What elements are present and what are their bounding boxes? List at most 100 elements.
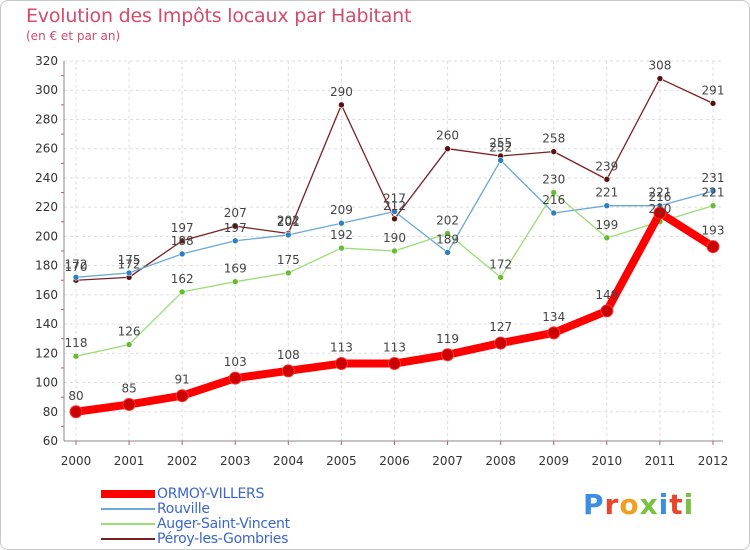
data-point [706,240,720,254]
data-label: 209 [330,203,353,217]
data-label: 230 [542,173,565,187]
data-label: 231 [702,171,725,185]
data-point [550,189,558,196]
data-label: 308 [648,59,671,73]
x-tick-label: 2010 [592,454,623,468]
data-label: 255 [489,136,512,150]
data-point [603,234,611,242]
series-2 [72,189,717,360]
data-point [441,348,455,362]
legend-item: Péroy-les-Gombries [101,530,290,547]
data-label: 197 [224,221,247,235]
data-point [388,357,401,371]
data-point [285,231,292,239]
legend-item: ORMOY-VILLERS [101,486,290,502]
data-point [338,219,345,227]
y-tick-label: 240 [35,171,58,185]
data-point [231,222,239,230]
data-label: 201 [277,215,300,229]
data-label: 126 [118,325,141,339]
legend-label: Péroy-les-Gombries [157,530,289,547]
data-point [178,237,186,245]
series-0 [69,206,720,419]
data-label: 113 [330,341,353,355]
data-label: 172 [489,257,512,271]
data-label: 127 [489,320,512,334]
x-tick-label: 2008 [485,454,516,468]
x-tick-label: 2006 [379,454,410,468]
data-point [69,405,83,419]
y-tick-label: 60 [43,434,58,448]
data-point [709,187,717,195]
data-point [494,336,508,350]
data-label: 216 [648,190,671,204]
data-label: 192 [330,228,353,242]
data-label: 188 [171,234,194,248]
data-point [391,247,398,255]
data-label: 199 [595,218,618,232]
data-label: 113 [383,341,406,355]
data-label: 162 [171,272,194,286]
y-tick-label: 120 [35,346,58,360]
y-tick-label: 180 [35,259,58,273]
y-tick-label: 280 [35,112,58,126]
x-tick-label: 2009 [538,454,569,468]
chart-subtitle: (en € et par an) [26,29,121,43]
data-label: 190 [383,231,406,245]
data-point [122,397,136,411]
data-label: 175 [277,253,300,267]
data-label: 210 [648,202,671,216]
data-label: 189 [436,232,459,246]
data-point [231,278,239,285]
data-label: 103 [224,355,247,369]
legend-swatch [101,537,155,540]
data-label: 212 [383,199,406,213]
data-point [709,100,717,107]
data-label: 175 [118,253,141,267]
y-tick-label: 260 [35,142,58,156]
data-point [125,341,133,348]
y-tick-label: 200 [35,229,58,243]
data-label: 119 [436,332,459,346]
data-point [656,75,664,82]
y-tick-label: 300 [35,83,58,97]
y-tick-label: 220 [35,200,58,214]
data-point [231,237,239,245]
data-point [444,230,451,237]
data-point [497,274,504,281]
proxiti-logo: Proxiti [583,488,695,521]
legend-swatch [101,507,155,510]
y-tick-label: 160 [35,288,58,302]
x-tick-label: 2012 [698,454,729,468]
data-label: 221 [595,186,618,200]
data-label: 202 [436,213,459,227]
data-label: 197 [171,221,194,235]
y-tick-label: 80 [43,405,58,419]
data-label: 239 [595,159,618,173]
data-label: 172 [118,257,141,271]
data-label: 170 [65,260,88,274]
data-label: 193 [702,224,725,238]
legend: ORMOY-VILLERS Rouville Auger-Saint-Vincent… [101,486,290,547]
y-tick-label: 140 [35,317,58,331]
data-point [603,202,611,209]
series-1 [72,157,717,281]
legend-item: Auger-Saint-Vincent [101,515,290,532]
data-point [709,202,717,209]
x-tick-label: 2004 [273,454,304,468]
data-point [497,157,504,164]
data-point [391,215,398,223]
data-label: 216 [542,193,565,207]
data-point [653,206,667,220]
legend-label: Auger-Saint-Vincent [157,515,290,532]
legend-item: Rouville [101,500,290,517]
legend-swatch [101,489,155,498]
data-label: 202 [277,213,300,227]
data-point [547,326,561,340]
data-point [338,101,345,109]
data-label: 217 [383,192,406,206]
data-point [444,249,451,256]
legend-label: Rouville [157,500,210,517]
data-point [603,176,611,183]
